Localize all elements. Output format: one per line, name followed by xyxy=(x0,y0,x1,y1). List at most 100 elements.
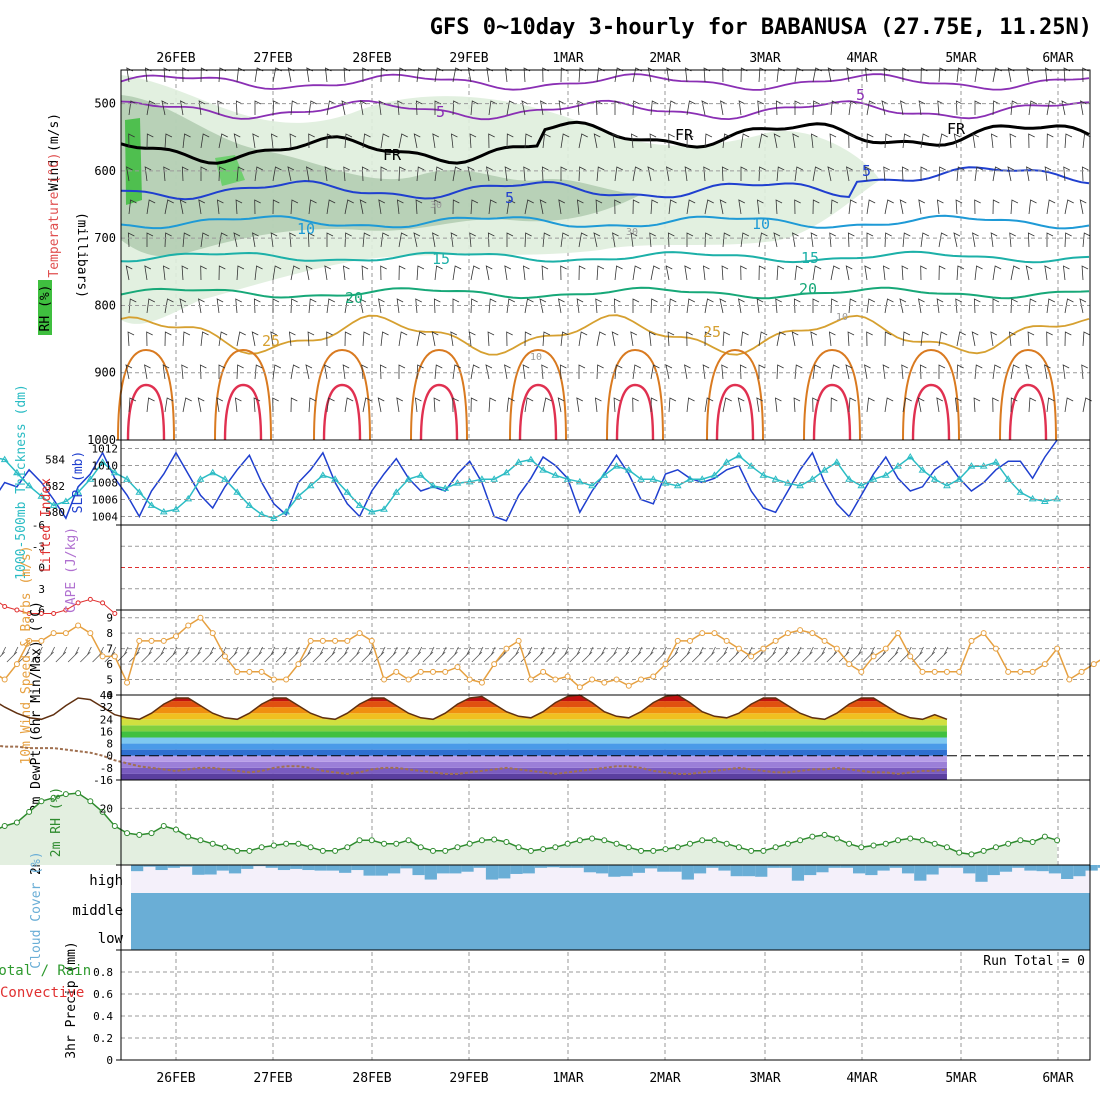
surface-wind-barb xyxy=(67,646,80,663)
surface-wind-barb xyxy=(239,646,251,663)
wind-speed-point xyxy=(1005,668,1012,675)
wind-barb xyxy=(144,364,151,380)
rh2m-point xyxy=(442,847,449,854)
cloud-high-bar xyxy=(522,865,535,874)
wind-barb xyxy=(272,364,282,380)
thickness-point xyxy=(147,501,156,508)
wind-barb xyxy=(362,133,371,149)
rh2m-point xyxy=(148,830,155,837)
wind-barb xyxy=(614,199,621,215)
rh2m-point xyxy=(833,835,840,842)
rh2m-point xyxy=(711,837,718,844)
wind-barb xyxy=(1026,166,1033,182)
wind-barb xyxy=(595,100,603,116)
wind-barb xyxy=(992,364,1002,380)
wind-barb xyxy=(756,397,764,413)
thickness-point xyxy=(74,488,82,495)
wind-barb xyxy=(719,199,727,215)
thickness-point xyxy=(551,471,560,478)
wind-speed-point xyxy=(454,664,461,671)
thickness-point xyxy=(294,492,303,499)
rh2m-point xyxy=(686,840,693,847)
thickness-point xyxy=(196,475,205,482)
cloud-high-bar xyxy=(167,865,180,868)
wind-speed-point xyxy=(870,653,877,660)
wind-barb xyxy=(773,133,781,149)
contour-label: 5 xyxy=(856,86,865,104)
surface-wind-barb xyxy=(251,646,264,663)
wind-barb xyxy=(362,397,372,413)
wind-barb xyxy=(938,133,948,149)
wind-barb xyxy=(289,232,296,248)
wind-barb xyxy=(360,100,367,116)
wind-barb xyxy=(541,166,549,182)
wind-barb xyxy=(290,100,299,116)
cloud-high-bar xyxy=(779,865,792,868)
surface-wind-barb xyxy=(116,646,129,663)
wind-barb xyxy=(936,397,944,413)
lifted-index-point xyxy=(26,611,32,617)
wind-barb xyxy=(541,265,549,281)
cloud-high-bar xyxy=(339,865,352,873)
wind-barb xyxy=(434,166,444,182)
wind-barb xyxy=(1079,298,1087,314)
wind-barb xyxy=(290,298,298,314)
thickness-point xyxy=(367,507,376,515)
wind-speed-point xyxy=(943,668,950,675)
wind-barb xyxy=(594,397,602,413)
temp-tick-label: 0 xyxy=(106,750,113,763)
wind-barb xyxy=(488,397,497,413)
surface-wind-barb xyxy=(288,646,300,663)
wind-barb xyxy=(378,100,386,116)
wind-barb xyxy=(830,199,839,215)
wind-speed-line xyxy=(0,616,1100,689)
rh2m-point xyxy=(1041,833,1048,840)
wind-speed-point xyxy=(368,637,375,644)
wind-speed-point xyxy=(638,676,645,683)
cloud-high-bar xyxy=(228,865,242,874)
surface-wind-barb xyxy=(422,646,435,663)
wind-barb xyxy=(1007,166,1015,182)
wind-barb xyxy=(452,397,459,413)
wind-barb xyxy=(200,133,210,149)
wind-barb xyxy=(614,100,622,115)
thickness-point xyxy=(429,481,437,489)
wind-barb xyxy=(235,199,243,215)
wind-barb xyxy=(305,364,313,380)
wind-barb xyxy=(128,100,138,116)
thickness-point xyxy=(771,475,780,482)
date-label-top: 29FEB xyxy=(449,51,488,66)
wind-barb xyxy=(1064,133,1073,149)
wind-barb xyxy=(344,133,353,149)
wind-barb xyxy=(524,298,534,314)
wind-barb xyxy=(721,166,729,182)
slp-tick-label: 1006 xyxy=(92,494,119,507)
wind-barb xyxy=(218,166,226,182)
wind-barb xyxy=(197,397,205,413)
wind-barb xyxy=(396,199,404,215)
thickness-point xyxy=(392,488,401,495)
wind-barb xyxy=(342,364,350,380)
thickness-point xyxy=(61,497,70,504)
rh2m-point xyxy=(992,844,999,851)
temp-color-band xyxy=(121,737,947,744)
cloud-high-bar xyxy=(865,865,878,876)
wind-barb xyxy=(1028,397,1037,413)
wind-barb xyxy=(1046,133,1054,149)
cloud-high-bar xyxy=(387,865,401,874)
wind-barb xyxy=(667,331,675,347)
contour-label: 30 xyxy=(626,227,638,238)
cape-axis-label: CAPE (J/kg) xyxy=(64,527,79,613)
wind-barb xyxy=(288,331,296,347)
surface-wind-barb xyxy=(6,646,19,663)
wind-barb xyxy=(470,265,480,281)
wind-barb xyxy=(758,166,766,182)
cloud-high-bar xyxy=(131,865,144,872)
wind-barb xyxy=(956,265,965,281)
isotherm-35-loop xyxy=(715,383,755,441)
wind-speed-point xyxy=(258,668,265,675)
surface-wind-barb xyxy=(471,646,484,663)
wind-barb xyxy=(918,298,925,314)
wind-barb xyxy=(668,100,678,116)
wind-barb xyxy=(632,265,642,281)
